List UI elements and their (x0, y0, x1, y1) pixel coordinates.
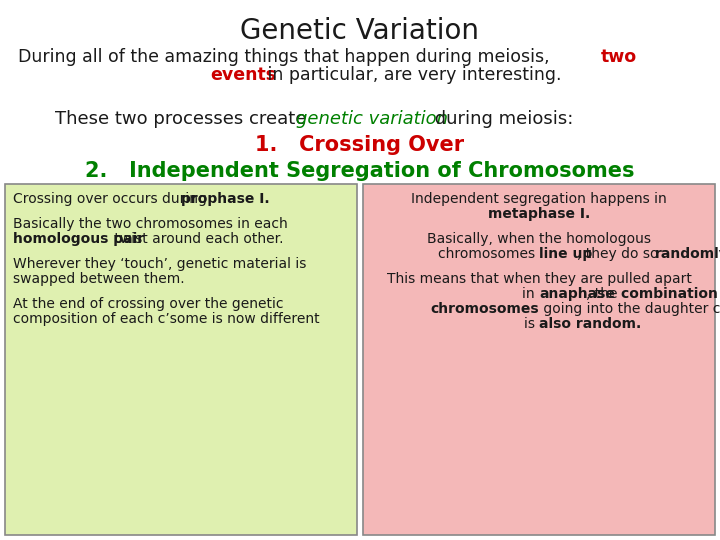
FancyBboxPatch shape (363, 184, 715, 535)
Text: Basically the two chromosomes in each: Basically the two chromosomes in each (13, 217, 288, 231)
Text: Basically, when the homologous: Basically, when the homologous (427, 232, 651, 246)
Text: Genetic Variation: Genetic Variation (240, 17, 480, 45)
Text: At the end of crossing over the genetic: At the end of crossing over the genetic (13, 297, 284, 311)
Text: in: in (522, 287, 539, 301)
Text: genetic variation: genetic variation (296, 110, 448, 128)
Text: 1.   Crossing Over: 1. Crossing Over (256, 135, 464, 155)
Text: homologous pair: homologous pair (13, 232, 144, 246)
Text: also random.: also random. (539, 317, 642, 331)
Text: is: is (523, 317, 539, 331)
Text: prophase I.: prophase I. (181, 192, 269, 206)
Text: line up: line up (539, 247, 593, 261)
Text: Crossing over occurs during: Crossing over occurs during (13, 192, 211, 206)
FancyBboxPatch shape (5, 184, 357, 535)
Text: During all of the amazing things that happen during meiosis,: During all of the amazing things that ha… (18, 48, 555, 66)
Text: swapped between them.: swapped between them. (13, 272, 184, 286)
Text: events: events (210, 66, 276, 84)
Text: in particular, are very interesting.: in particular, are very interesting. (262, 66, 562, 84)
Text: composition of each c’some is now different: composition of each c’some is now differ… (13, 312, 320, 326)
Text: Independent segregation happens in: Independent segregation happens in (411, 192, 667, 206)
Text: This means that when they are pulled apart: This means that when they are pulled apa… (387, 272, 691, 286)
Text: 2.   Independent Segregation of Chromosomes: 2. Independent Segregation of Chromosome… (85, 161, 635, 181)
Text: , the: , the (586, 287, 622, 301)
Text: during meiosis:: during meiosis: (429, 110, 573, 128)
Text: These two processes create: These two processes create (55, 110, 312, 128)
Text: twist around each other.: twist around each other. (110, 232, 284, 246)
Text: combination of: combination of (621, 287, 720, 301)
Text: chromosomes: chromosomes (438, 247, 539, 261)
Text: Wherever they ‘touch’, genetic material is: Wherever they ‘touch’, genetic material … (13, 257, 307, 271)
Text: , they do so: , they do so (577, 247, 663, 261)
Text: randomly.: randomly. (655, 247, 720, 261)
Text: anaphase: anaphase (539, 287, 615, 301)
Text: two: two (601, 48, 637, 66)
Text: going into the daughter cells: going into the daughter cells (539, 302, 720, 316)
Text: metaphase I.: metaphase I. (488, 207, 590, 221)
Text: chromosomes: chromosomes (431, 302, 539, 316)
